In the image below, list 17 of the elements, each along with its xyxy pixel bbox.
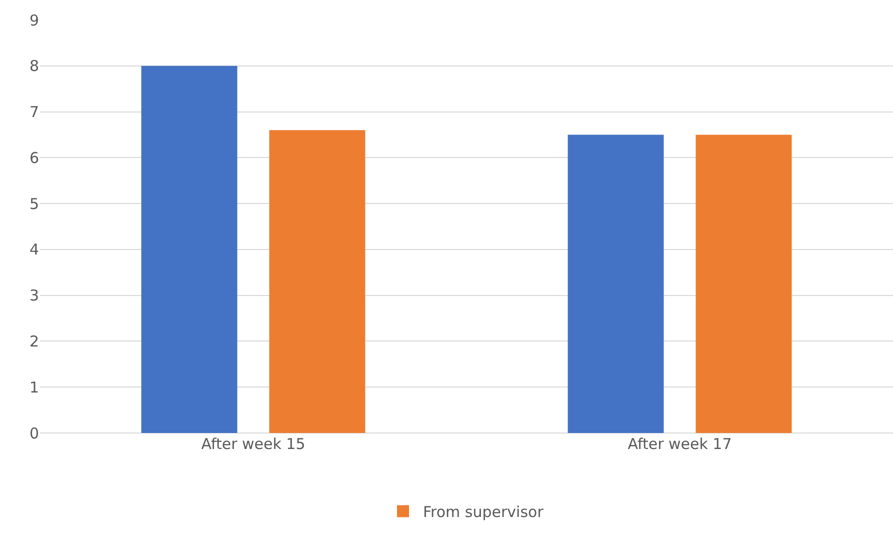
x-tick-label: After week 17 — [628, 435, 732, 453]
y-tick-label: 3 — [29, 286, 39, 305]
y-tick-label: 1 — [29, 378, 39, 396]
bar — [568, 134, 664, 433]
y-tick-label: 6 — [29, 148, 39, 167]
legend-label: From supervisor — [423, 503, 544, 522]
x-tick-label: After week 15 — [201, 435, 306, 453]
y-tick-label: 0 — [29, 424, 39, 442]
y-tick-label: 8 — [29, 57, 39, 76]
y-tick-label: 5 — [29, 194, 39, 213]
bar — [269, 130, 366, 433]
y-tick-label: 2 — [29, 332, 39, 350]
y-tick-label: 9 — [29, 11, 39, 30]
bar — [141, 66, 238, 433]
y-tick-label: 7 — [29, 103, 39, 122]
y-tick-label: 4 — [29, 240, 39, 259]
bar — [696, 134, 792, 433]
